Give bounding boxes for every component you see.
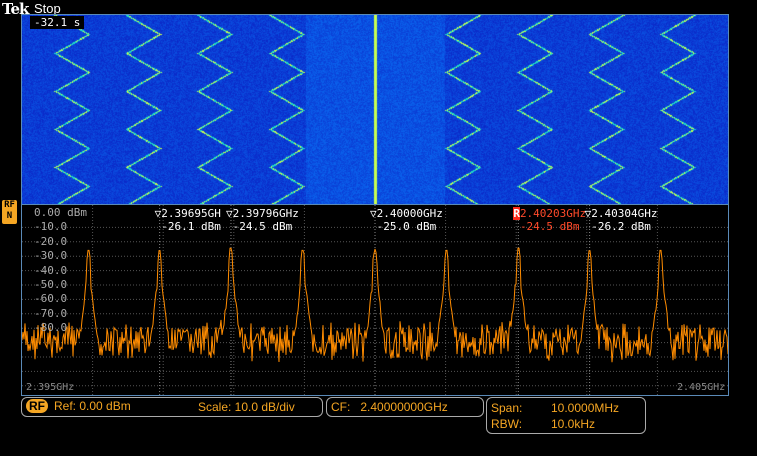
y-label: -70.0	[34, 306, 68, 320]
y-label: -50.0	[34, 278, 68, 291]
rbw: 10.0kHz	[551, 417, 596, 431]
marker[interactable]: ▽2.40304GHz -26.2 dBm	[584, 207, 658, 233]
rf-badge: RF	[26, 399, 48, 413]
spectrogram[interactable]	[22, 15, 728, 204]
marker-triangle-icon: ▽	[225, 207, 233, 220]
center-frequency: 2.40000000GHz	[360, 400, 448, 414]
ref-marker-icon: R	[513, 207, 520, 220]
divider[interactable]	[22, 204, 728, 205]
marker[interactable]: ▽2.40000GHz -25.0 dBm	[370, 207, 443, 233]
ref-level: Ref: 0.00 dBm	[54, 399, 131, 413]
center-frequency-readout[interactable]: CF: 2.40000000GHz	[326, 397, 484, 417]
x-label-stop: 2.405GHz	[677, 382, 726, 393]
span-rbw-readout[interactable]: Span: 10.0000MHz RBW: 10.0kHz	[486, 397, 646, 434]
spectrum-trace	[22, 247, 728, 363]
marker[interactable]: ▽2.39695GH -26.1 dBm	[154, 207, 221, 233]
acquisition-state[interactable]: Stop	[34, 1, 61, 16]
display-frame	[21, 14, 729, 396]
rf-channel-indicator[interactable]: RF N	[2, 200, 17, 224]
spectrum-plot[interactable]	[22, 205, 728, 395]
y-label: -20.0	[34, 234, 68, 248]
y-label: -80.0	[34, 321, 68, 335]
marker[interactable]: ▽2.39796GHz -24.5 dBm	[225, 207, 299, 233]
marker-triangle-icon: ▽	[370, 207, 377, 220]
rf-ref-scale-readout[interactable]: RF Ref: 0.00 dBm Scale: 10.0 dB/div	[21, 397, 323, 417]
marker-triangle-icon: ▽	[154, 207, 162, 220]
marker-triangle-icon: ▽	[584, 207, 592, 220]
y-label: -60.0	[34, 292, 68, 306]
spectrogram-time: -32.1 s	[30, 16, 85, 29]
x-label-start: 2.395GHz	[26, 382, 75, 393]
tek-logo: Tek	[2, 0, 29, 18]
y-label-top: 0.00 dBm	[34, 206, 87, 219]
y-label: -30.0	[34, 249, 68, 263]
span: 10.0000MHz	[551, 401, 620, 415]
scale: Scale: 10.0 dB/div	[198, 400, 295, 414]
reference-marker[interactable]: R2.40203GHz -24.5 dBm	[513, 207, 587, 233]
y-label: -10.0	[34, 220, 68, 234]
y-label: -40.0	[34, 263, 68, 277]
